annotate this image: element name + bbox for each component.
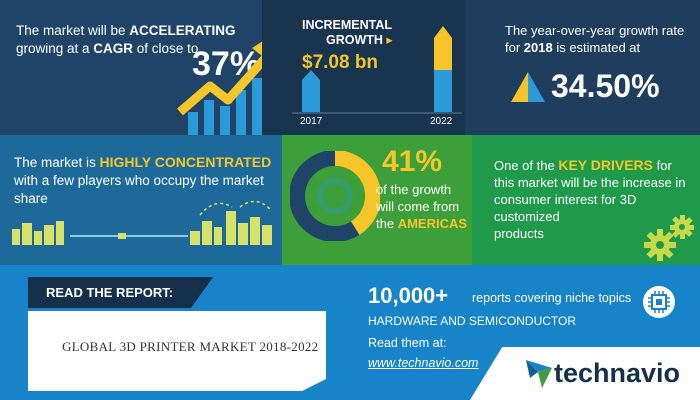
accelerating-panel: The market will be ACCELERATING growing … bbox=[0, 0, 262, 135]
yoy-value: 34.50% bbox=[551, 68, 660, 104]
americas-donut-icon bbox=[290, 151, 380, 241]
cagr-text: growing at a CAGR of close to bbox=[16, 41, 199, 56]
americas-percent: 41% bbox=[382, 145, 443, 178]
americas-text: of the growth will come from the AMERICA… bbox=[376, 182, 468, 231]
logo-area: technavio bbox=[470, 347, 700, 400]
americas-panel: 41% of the growth will come from the AME… bbox=[282, 135, 472, 265]
city-players-icon bbox=[12, 200, 272, 245]
incremental-value: $7.08 bn bbox=[302, 52, 379, 73]
read-report-label: READ THE REPORT: bbox=[28, 277, 214, 308]
report-title: GLOBAL 3D PRINTER MARKET 2018-2022 bbox=[62, 339, 319, 354]
technavio-logo-text: technavio bbox=[554, 358, 681, 388]
yoy-line2: for 2018 is estimated at bbox=[505, 40, 641, 55]
key-drivers-panel: One of the KEY DRIVERS for this market w… bbox=[472, 135, 700, 265]
triangle-icon bbox=[511, 72, 545, 102]
technavio-logo-icon bbox=[526, 360, 552, 388]
report-title-box[interactable]: GLOBAL 3D PRINTER MARKET 2018-2022 bbox=[28, 311, 326, 391]
chip-icon bbox=[643, 286, 675, 318]
yoy-panel: The year-over-year growth rate for 2018 … bbox=[465, 0, 700, 135]
concentration-text: The market is HIGHLY CONCENTRATED with a… bbox=[14, 154, 272, 206]
report-panel: READ THE REPORT: GLOBAL 3D PRINTER MARKE… bbox=[0, 265, 700, 400]
key-drivers-text: One of the KEY DRIVERS for this market w… bbox=[494, 157, 686, 241]
report-count-desc: reports covering niche topics bbox=[472, 291, 632, 305]
concentration-panel: The market is HIGHLY CONCENTRATED with a… bbox=[0, 135, 282, 265]
incremental-growth-panel: INCREMENTAL GROWTH ▸ $7.08 bn 2017 2022 bbox=[262, 0, 465, 135]
incremental-title: INCREMENTAL GROWTH ▸ bbox=[302, 18, 393, 47]
yoy-line1: The year-over-year growth rate bbox=[505, 23, 685, 38]
read-them-at: Read them at: bbox=[368, 336, 447, 350]
technavio-link[interactable]: www.technavio.com bbox=[368, 356, 479, 370]
report-count: 10,000+ bbox=[368, 283, 449, 308]
incremental-bars-icon bbox=[292, 26, 462, 114]
growth-arrow-chart-icon bbox=[177, 41, 262, 135]
gears-icon bbox=[644, 215, 694, 261]
report-category: HARDWARE AND SEMICONDUCTOR bbox=[368, 314, 577, 328]
year-start-label: 2017 bbox=[300, 116, 323, 127]
accelerating-text: The market will be ACCELERATING bbox=[16, 23, 236, 38]
year-end-label: 2022 bbox=[430, 116, 453, 127]
